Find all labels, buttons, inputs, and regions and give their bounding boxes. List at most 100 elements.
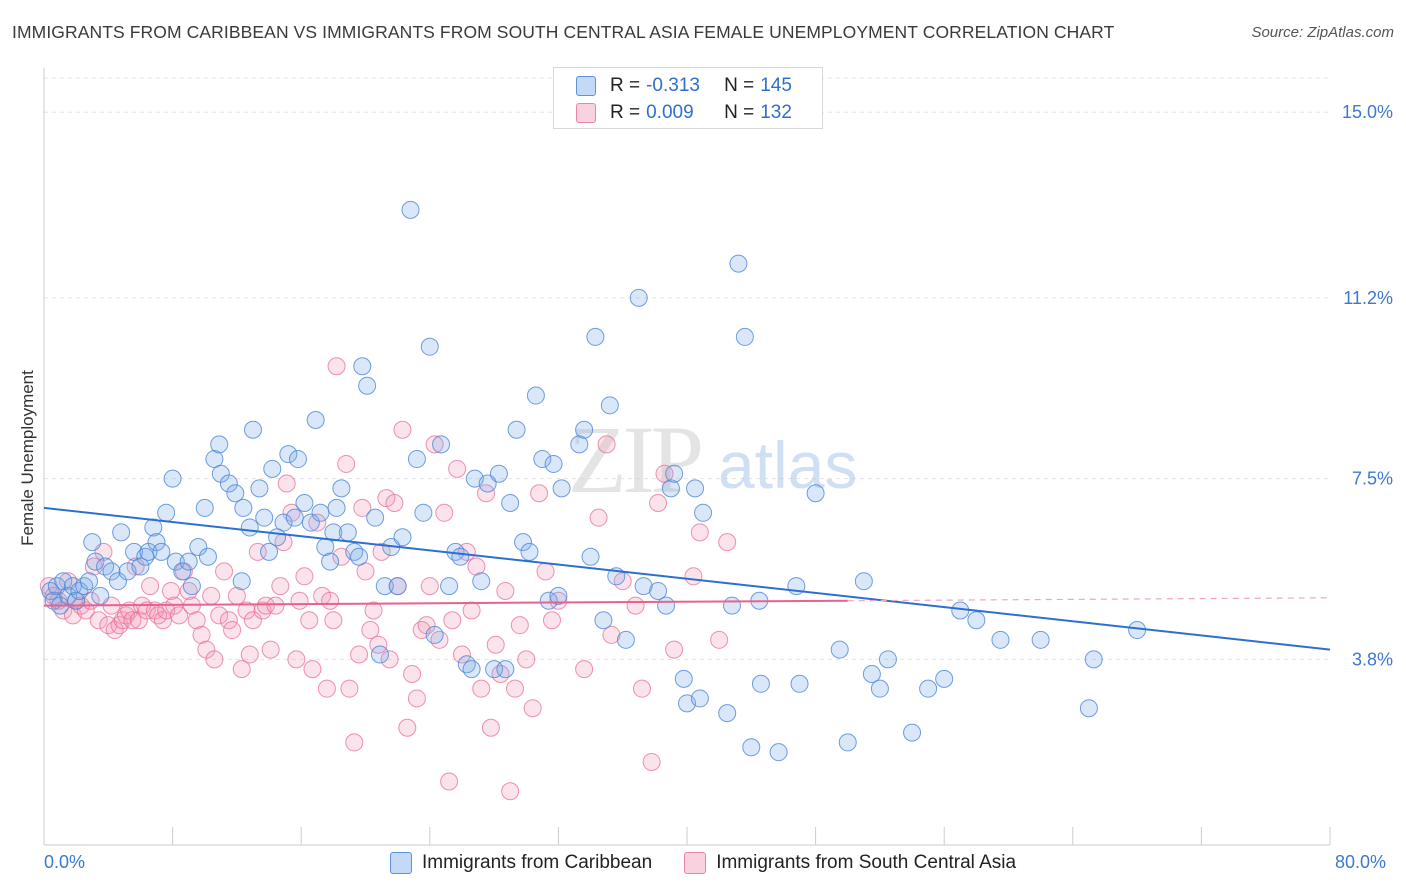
caribbean-point: [112, 523, 131, 542]
caribbean-point: [152, 542, 171, 561]
sca-point: [440, 772, 459, 791]
y-tick-label: 7.5%: [1352, 469, 1393, 489]
sca-point: [420, 577, 439, 596]
sca-point: [467, 557, 486, 576]
caribbean-point: [285, 508, 304, 527]
caribbean-point: [102, 562, 121, 581]
caribbean-point: [366, 508, 385, 527]
n-value: 132: [760, 102, 792, 123]
legend-row-caribbean: R = -0.313 N = 145: [576, 74, 792, 98]
caribbean-point: [255, 508, 274, 527]
sca-point: [632, 679, 651, 698]
sca-point: [452, 645, 471, 664]
caribbean-point: [131, 557, 150, 576]
legend-label-south-central-asia: Immigrants from South Central Asia: [716, 852, 1017, 873]
caribbean-point: [338, 523, 357, 542]
sca-point: [295, 567, 314, 586]
caribbean-point: [991, 630, 1010, 649]
caribbean-point: [295, 494, 314, 513]
caribbean-swatch: [390, 852, 412, 874]
caribbean-point: [301, 513, 320, 532]
y-tick-label: 15.0%: [1342, 102, 1393, 122]
sca-point: [602, 625, 621, 644]
sca-point: [340, 679, 359, 698]
caribbean-point: [649, 581, 668, 600]
n-label: N =: [724, 102, 755, 123]
chart-title: IMMIGRANTS FROM CARIBBEAN VS IMMIGRANTS …: [12, 22, 1115, 42]
sca-point: [542, 611, 561, 630]
correlation-legend: R = -0.313 N = 145 R = 0.009 N = 132: [553, 67, 823, 129]
caribbean-point: [432, 435, 451, 454]
x-tick-max: 80.0%: [1335, 852, 1387, 872]
caribbean-point: [694, 503, 713, 522]
caribbean-point: [327, 498, 346, 517]
caribbean-point: [629, 288, 648, 307]
caribbean-point: [173, 562, 192, 581]
caribbean-point: [838, 733, 857, 752]
sca-point: [205, 650, 224, 669]
caribbean-point: [274, 513, 293, 532]
x-tick-min: 0.0%: [44, 852, 86, 872]
sca-point: [266, 596, 285, 615]
sca-point: [89, 611, 108, 630]
caribbean-point: [260, 542, 279, 561]
caribbean-point: [198, 547, 217, 566]
caribbean-point: [108, 572, 127, 591]
sca-point: [649, 494, 668, 513]
sca-point: [435, 503, 454, 522]
r-label: R =: [610, 75, 641, 96]
sca-point: [626, 596, 645, 615]
sca-point: [321, 591, 340, 610]
caribbean-point: [520, 542, 539, 561]
caribbean-point: [665, 464, 684, 483]
caribbean-point: [657, 596, 676, 615]
sca-point: [575, 660, 594, 679]
caribbean-point: [226, 484, 245, 503]
caribbean-point: [345, 542, 364, 561]
caribbean-point: [634, 577, 653, 596]
sca-point: [430, 630, 449, 649]
caribbean-point: [166, 552, 185, 571]
sca-point: [337, 454, 356, 473]
caribbean-point: [489, 464, 508, 483]
sca-point: [317, 679, 336, 698]
caribbean-point: [967, 611, 986, 630]
sca-point: [141, 577, 160, 596]
sca-point: [240, 645, 259, 664]
legend-item-caribbean[interactable]: Immigrants from Caribbean: [390, 852, 652, 874]
source-credit: Source: ZipAtlas.com: [1251, 24, 1394, 41]
series-legend: Immigrants from Caribbean Immigrants fro…: [390, 852, 1048, 874]
sca-point: [486, 635, 505, 654]
sca-point: [462, 601, 481, 620]
sca-point: [243, 611, 262, 630]
sca-point: [179, 581, 198, 600]
caribbean-point: [358, 376, 377, 395]
caribbean-point: [182, 577, 201, 596]
caribbean-point: [243, 420, 262, 439]
sca-point: [530, 484, 549, 503]
caribbean-point: [769, 743, 788, 762]
caribbean-point: [581, 547, 600, 566]
caribbean-point: [332, 479, 351, 498]
sca-point: [123, 611, 142, 630]
legend-label-caribbean: Immigrants from Caribbean: [422, 852, 653, 873]
n-value: 145: [760, 75, 792, 96]
sca-point: [223, 621, 242, 640]
caribbean-point: [1084, 650, 1103, 669]
sca-swatch: [684, 852, 707, 874]
r-label: R =: [610, 102, 641, 123]
sca-point: [407, 689, 426, 708]
caribbean-point: [321, 552, 340, 571]
legend-item-south-central-asia[interactable]: Immigrants from South Central Asia: [684, 852, 1016, 874]
sca-point: [448, 459, 467, 478]
sca-point: [372, 542, 391, 561]
caribbean-point: [324, 523, 343, 542]
caribbean-point: [311, 503, 330, 522]
sca-point: [353, 498, 372, 517]
caribbean-point: [539, 591, 558, 610]
sca-point: [398, 718, 417, 737]
sca-point: [261, 640, 280, 659]
sca-point: [271, 577, 290, 596]
caribbean-point: [210, 435, 229, 454]
sca-point: [472, 679, 491, 698]
